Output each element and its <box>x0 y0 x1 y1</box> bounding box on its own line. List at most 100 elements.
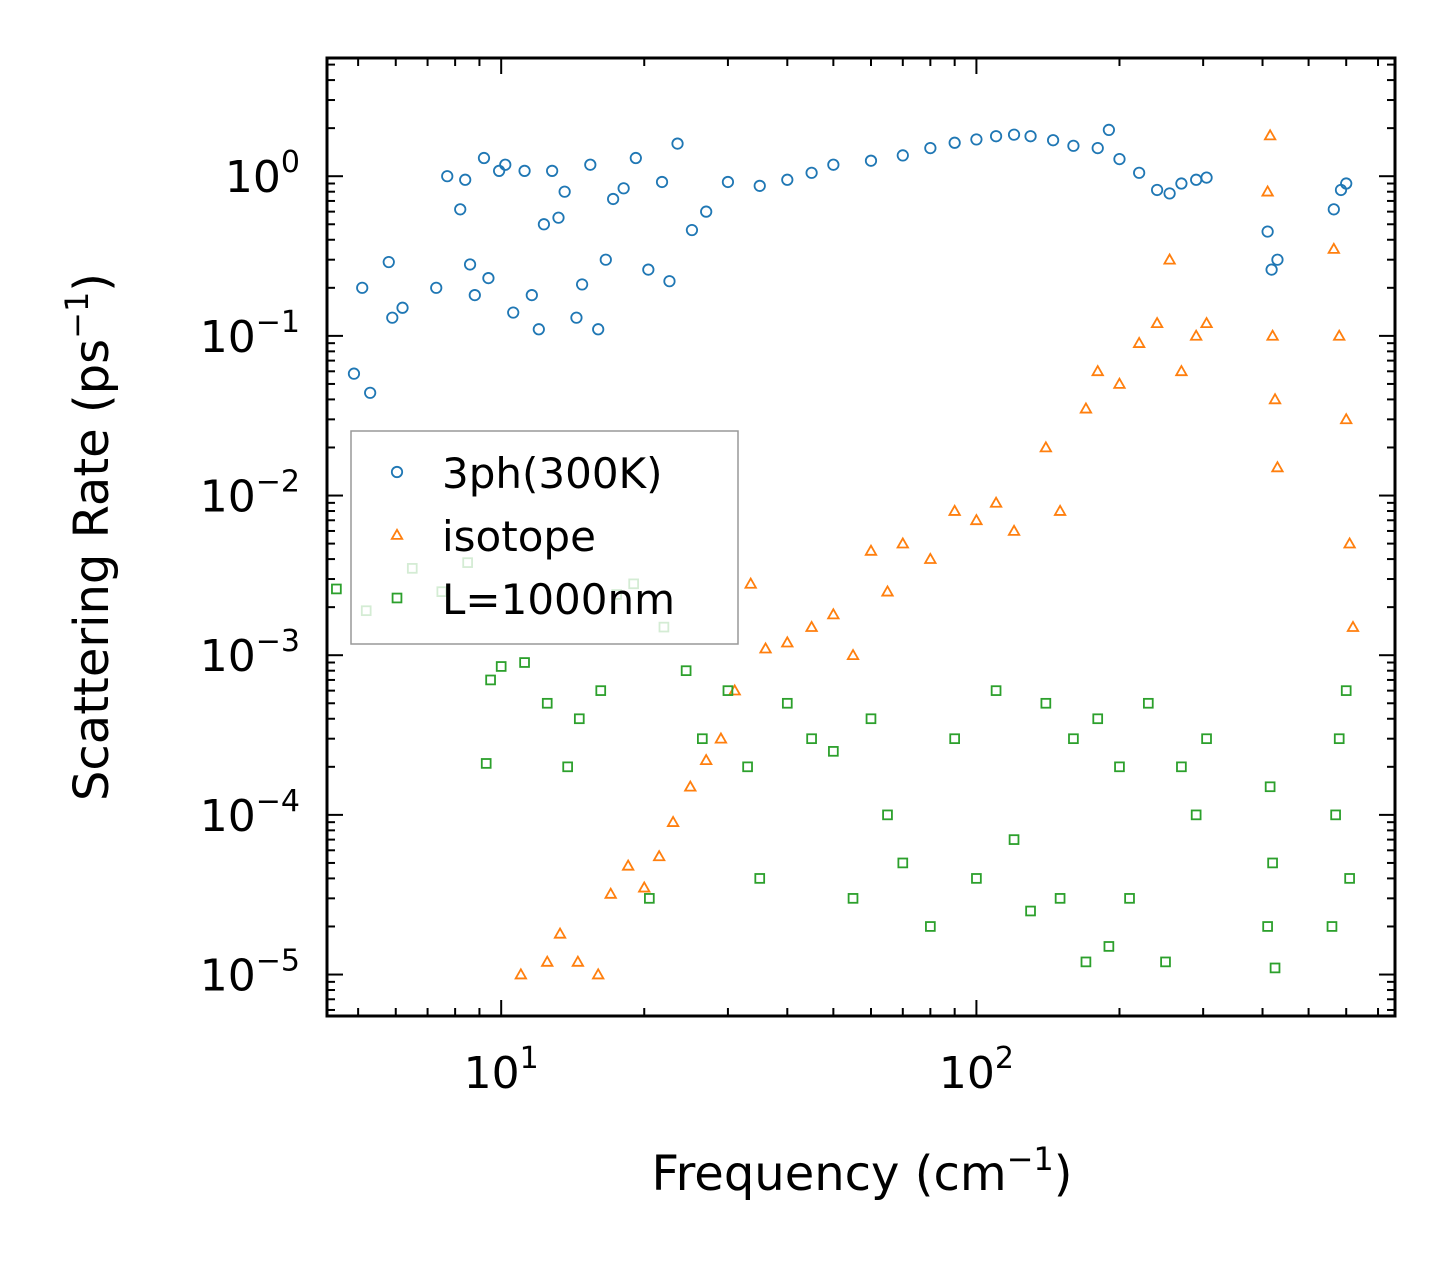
data-point <box>697 733 708 745</box>
data-point <box>1024 130 1037 143</box>
data-point <box>699 753 713 766</box>
data-point <box>655 175 669 189</box>
data-point <box>1160 956 1171 968</box>
data-point <box>382 255 395 269</box>
series-1 <box>347 123 1353 399</box>
data-point <box>827 158 840 171</box>
data-point <box>1150 316 1164 329</box>
data-point <box>742 761 753 773</box>
data-point <box>1039 440 1053 453</box>
data-point <box>989 130 1003 143</box>
data-point <box>518 164 531 177</box>
data-point <box>743 576 758 589</box>
data-point <box>948 136 961 149</box>
data-point <box>541 697 553 709</box>
data-point <box>607 192 620 206</box>
data-point <box>700 205 713 218</box>
data-point <box>1344 873 1355 884</box>
x-axis-label: Frequency (cm−1) <box>651 1140 1072 1202</box>
data-point <box>683 779 698 792</box>
legend-marker <box>390 527 404 540</box>
data-point <box>532 323 545 336</box>
data-point <box>947 504 962 516</box>
data-point <box>680 665 692 677</box>
data-point <box>507 306 520 319</box>
data-point <box>525 289 538 302</box>
data-point <box>1261 225 1274 238</box>
data-point <box>571 954 585 967</box>
data-point <box>1142 697 1154 709</box>
legend: 3ph(300K) isotope L=1000nm <box>350 430 739 645</box>
data-point <box>1046 134 1060 147</box>
data-point <box>396 301 409 314</box>
data-point <box>663 275 676 288</box>
legend-marker <box>391 592 403 604</box>
data-point <box>495 661 507 672</box>
y-tick-label: 10−2 <box>200 465 300 523</box>
data-point <box>454 203 467 216</box>
y-tick-label: 10−3 <box>200 624 300 682</box>
data-point <box>847 893 859 904</box>
data-point <box>1103 941 1115 952</box>
ticks-layer: 101 102 100 10−1 10−2 10−3 10−4 10−5 <box>200 58 1395 1099</box>
legend-entry: 3ph(300K) <box>390 449 662 498</box>
data-point <box>1025 905 1036 917</box>
data-point <box>671 137 684 150</box>
data-point <box>629 151 642 165</box>
data-point <box>514 967 528 980</box>
data-point <box>864 543 878 556</box>
data-point <box>989 495 1003 508</box>
data-point <box>865 713 877 725</box>
data-point <box>1330 809 1341 821</box>
data-point <box>617 182 630 195</box>
data-point <box>584 158 597 171</box>
data-point <box>499 158 512 171</box>
data-point <box>882 809 893 821</box>
data-point <box>595 685 607 696</box>
legend-marker <box>390 465 404 479</box>
data-point <box>562 761 573 773</box>
y-tick-label: 10−4 <box>200 784 300 842</box>
data-point <box>1112 376 1127 389</box>
data-point <box>1007 523 1021 536</box>
data-point <box>1114 761 1125 773</box>
data-point <box>1262 921 1273 932</box>
data-point <box>804 620 819 632</box>
data-point <box>459 173 472 186</box>
data-point <box>1333 733 1345 745</box>
data-point <box>1346 620 1360 632</box>
data-point <box>897 857 909 869</box>
data-point <box>1340 177 1353 190</box>
data-point <box>1327 241 1341 254</box>
data-point <box>1342 536 1357 549</box>
series-2 <box>514 128 1360 980</box>
data-point <box>552 211 565 224</box>
data-point <box>1067 139 1080 152</box>
data-point <box>714 731 728 744</box>
data-point <box>826 607 841 620</box>
plot-frame <box>325 56 1397 1018</box>
data-point <box>546 164 559 177</box>
data-point <box>666 815 680 827</box>
y-axis-label: Scattering Rate (ps−1) <box>58 273 120 801</box>
data-point <box>1268 392 1282 405</box>
data-point <box>1265 263 1278 276</box>
data-point <box>923 552 938 564</box>
data-point <box>754 873 766 884</box>
x-tick-label: 101 <box>464 1041 539 1099</box>
data-point <box>642 263 655 276</box>
data-point <box>570 311 583 324</box>
data-point <box>599 253 612 266</box>
data-point <box>1271 253 1284 266</box>
data-point <box>1053 504 1067 516</box>
data-point <box>519 657 530 668</box>
data-point <box>482 272 495 285</box>
data-point <box>1080 956 1092 968</box>
data-point <box>493 164 506 177</box>
y-tick-label: 10−5 <box>200 944 300 1002</box>
data-point <box>780 635 795 648</box>
data-point <box>347 367 361 380</box>
data-point <box>781 173 794 186</box>
